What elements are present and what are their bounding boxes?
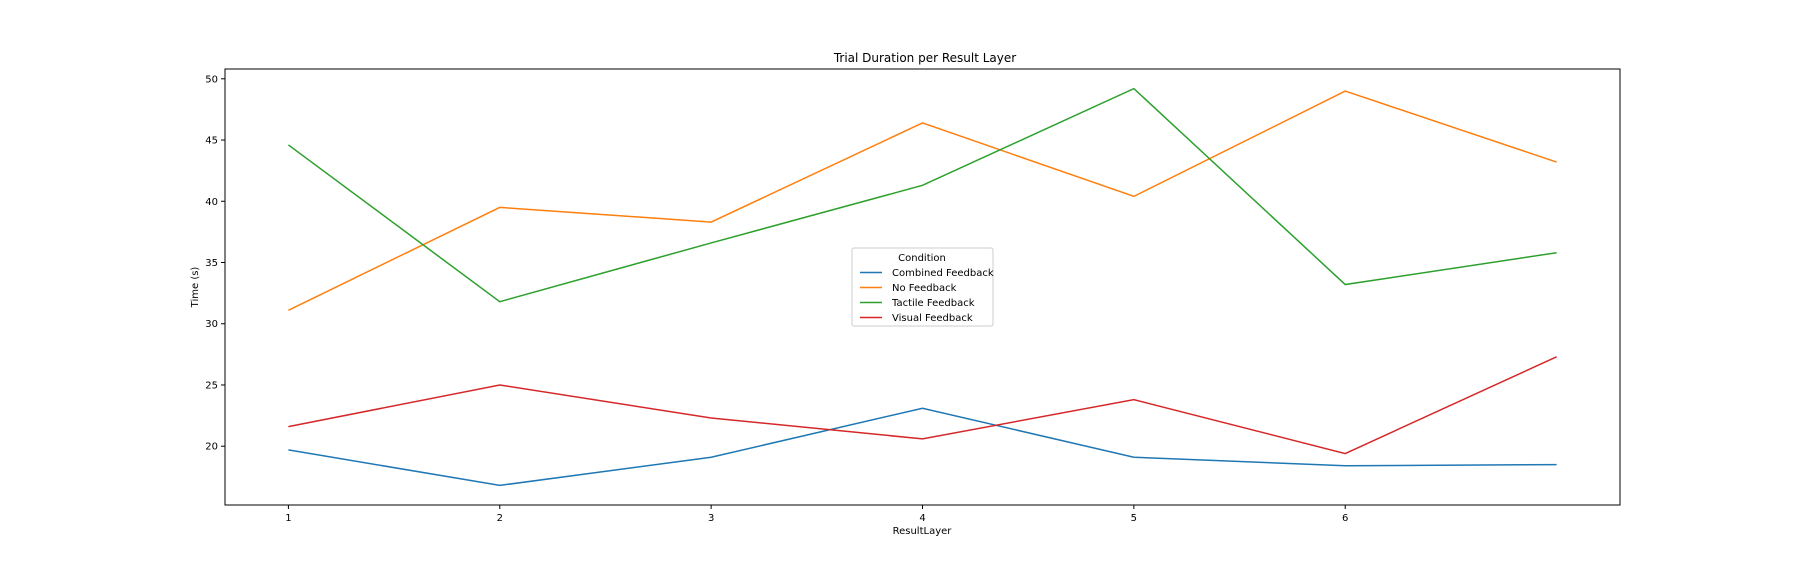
- x-tick-label: 3: [708, 513, 714, 524]
- series-line-combined-feedback: [288, 407, 1557, 487]
- x-tick-label: 2: [497, 513, 503, 524]
- y-tick-label: 30: [205, 319, 218, 330]
- x-tick-label: 4: [919, 513, 925, 524]
- y-tick-label: 50: [205, 74, 218, 85]
- legend-label-combined-feedback: Combined Feedback: [892, 268, 994, 279]
- legend-label-tactile-feedback: Tactile Feedback: [891, 298, 975, 309]
- x-axis: 1 2 3 4 5 6: [285, 505, 1348, 524]
- legend-box: [851, 247, 994, 327]
- series-line-tactile-feedback: [287, 87, 1557, 303]
- legend: Condition Combined Feedback No Feedback Ta…: [851, 247, 994, 327]
- x-tick-label: 5: [1131, 513, 1137, 524]
- x-axis-label: ResultLayer: [893, 526, 953, 537]
- y-tick-label: 40: [205, 197, 218, 208]
- legend-label-visual-feedback: Visual Feedback: [892, 313, 973, 324]
- y-tick-label: 35: [205, 258, 218, 269]
- series-line-no-feedback: [288, 90, 1557, 311]
- series-line-visual-feedback: [288, 356, 1557, 455]
- y-axis: 20 25 30 35 40 45 50: [205, 74, 225, 453]
- legend-label-no-feedback: No Feedback: [892, 283, 957, 294]
- y-tick-label: 45: [205, 136, 218, 147]
- x-tick-label: 1: [285, 513, 291, 524]
- y-tick-label: 25: [205, 380, 218, 391]
- y-tick-label: 20: [205, 442, 218, 453]
- legend-title: Condition: [898, 253, 946, 264]
- y-axis-label: Time (s): [190, 267, 201, 309]
- x-tick-label: 6: [1342, 513, 1348, 524]
- chart-title: Trial Duration per Result Layer: [833, 51, 1016, 65]
- series-lines: [287, 87, 1557, 487]
